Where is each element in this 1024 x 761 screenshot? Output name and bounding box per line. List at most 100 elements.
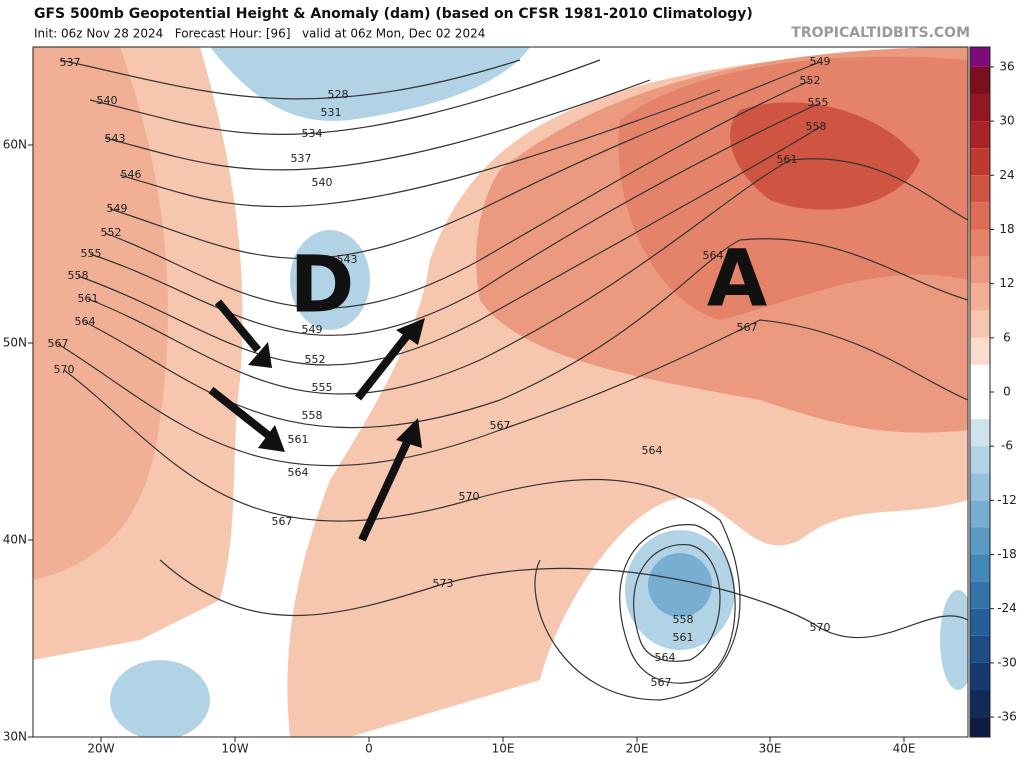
- colorbar-segment: [970, 283, 990, 311]
- anomaly-max: [730, 102, 920, 210]
- colorbar-segment: [970, 310, 990, 338]
- colorbar-segment: [970, 500, 990, 528]
- colorbar-segment: [970, 446, 990, 474]
- contour-label: 540: [97, 94, 118, 107]
- contour-label: 552: [101, 226, 122, 239]
- colorbar-segment: [970, 175, 990, 203]
- colorbar-segment: [970, 473, 990, 501]
- contour-label: 573: [433, 577, 454, 590]
- anomaly-se: [940, 590, 968, 690]
- contour-label: 552: [305, 353, 326, 366]
- contour-label: 558: [68, 269, 89, 282]
- contour-label: 561: [288, 433, 309, 446]
- subtitle: Init: 06z Nov 28 2024 Forecast Hour: [96…: [34, 27, 485, 41]
- map: 537 540 543 546 549 552 555 558 561 564 567 570 528 5…: [32, 46, 969, 738]
- colorbar-label: 12: [999, 276, 1014, 290]
- contour-label: 534: [302, 127, 323, 140]
- contour-label: 549: [810, 55, 831, 68]
- colorbar-label: 6: [1003, 330, 1011, 344]
- anomaly-greece-core: [648, 553, 712, 617]
- colorbar-segment: [970, 66, 990, 95]
- lat-label: 60N: [3, 138, 27, 152]
- colorbar-label: 24: [999, 168, 1014, 182]
- contour-label: 558: [302, 409, 323, 422]
- contour-label: 552: [800, 74, 821, 87]
- lon-label: 10W: [221, 742, 248, 756]
- colorbar-label: -30: [997, 655, 1017, 669]
- colorbar-segment: [970, 635, 990, 663]
- high-label: A: [707, 234, 767, 324]
- contour-label: 567: [272, 515, 293, 528]
- colorbar-label: -36: [997, 710, 1017, 724]
- lon-label: 10E: [492, 742, 515, 756]
- contour-label: 549: [107, 202, 128, 215]
- contour-label: 558: [806, 120, 827, 133]
- contour-label: 555: [808, 96, 829, 109]
- colorbar-label: 0: [1003, 385, 1011, 399]
- contour-label: 564: [642, 444, 663, 457]
- colorbar-segment: [970, 337, 990, 365]
- contour-label: 543: [337, 253, 358, 266]
- contour-label: 567: [490, 419, 511, 432]
- colorbar-segment: [970, 364, 990, 392]
- contour-label: 567: [651, 676, 672, 689]
- watermark: TROPICALTIDBITS.COM: [791, 25, 970, 41]
- contour-label: 555: [312, 381, 333, 394]
- colorbar-segment: [970, 419, 990, 447]
- contour-label: 531: [321, 106, 342, 119]
- contour-label: 567: [48, 337, 69, 350]
- lon-label: 20W: [87, 742, 114, 756]
- colorbar-segment: [970, 689, 990, 718]
- lon-label: 40E: [893, 742, 916, 756]
- lat-label: 50N: [3, 336, 27, 350]
- contour-label: 564: [655, 651, 676, 664]
- colorbar-segment: [970, 392, 990, 420]
- colorbar-segment: [970, 581, 990, 609]
- contour-label: 570: [810, 621, 831, 634]
- colorbar-label: -24: [997, 601, 1017, 615]
- height-contours: [57, 59, 968, 701]
- contour-label: 561: [673, 631, 694, 644]
- colorbar-segment: [970, 554, 990, 582]
- colorbar: 36 30 24 18 12 6 0 -6 -12 -18 -24 -30 -36: [969, 46, 1017, 738]
- contour-label: 543: [105, 132, 126, 145]
- colorbar-segment: [970, 608, 990, 636]
- contour-label: 564: [288, 466, 309, 479]
- colorbar-segment: [970, 662, 990, 690]
- colorbar-segment: [970, 121, 990, 149]
- colorbar-segment: [970, 717, 990, 737]
- lat-label: 30N: [3, 730, 27, 744]
- anomaly-north-sea: [210, 47, 530, 121]
- colorbar-segment: [970, 148, 990, 176]
- colorbar-segment: [970, 202, 990, 230]
- anomaly-uk: [290, 230, 370, 330]
- contour-label: 537: [60, 56, 81, 69]
- lon-label: 20E: [626, 742, 649, 756]
- contour-label: 558: [673, 613, 694, 626]
- contour-label: 570: [54, 363, 75, 376]
- contour-label: 528: [328, 88, 349, 101]
- contour-label: 540: [312, 176, 333, 189]
- contour-label: 555: [81, 247, 102, 260]
- anomaly-atlantic-core: [33, 47, 168, 580]
- contour-label: 549: [302, 323, 323, 336]
- contour-label: 561: [78, 292, 99, 305]
- contour-label: 546: [121, 168, 142, 181]
- colorbar-label: -12: [997, 493, 1017, 507]
- colorbar-segment: [970, 256, 990, 284]
- lon-label: 0: [365, 742, 373, 756]
- colorbar-label: 18: [999, 222, 1014, 236]
- anomaly-sw: [110, 660, 210, 737]
- title: GFS 500mb Geopotential Height & Anomaly …: [34, 6, 753, 22]
- colorbar-segment: [970, 94, 990, 122]
- colorbar-label: 30: [999, 114, 1014, 128]
- low-label: D: [290, 240, 355, 330]
- colorbar-label: -18: [997, 547, 1017, 561]
- contour-label: 567: [737, 321, 758, 334]
- map-frame: [32, 46, 969, 738]
- contour-label: 570: [459, 490, 480, 503]
- lat-label: 40N: [3, 533, 27, 547]
- contour-label: 564: [75, 315, 96, 328]
- flow-arrows: [208, 299, 425, 542]
